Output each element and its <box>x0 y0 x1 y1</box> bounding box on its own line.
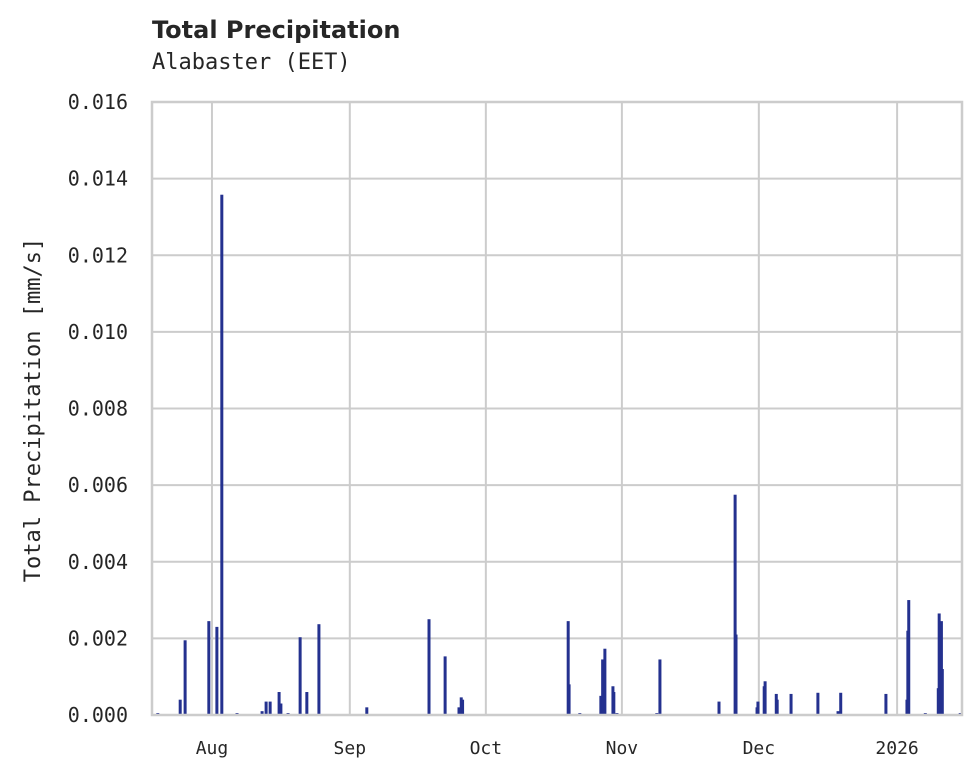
precipitation-bar <box>457 707 461 715</box>
y-tick-label: 0.008 <box>68 397 128 421</box>
x-tick-label: Dec <box>743 738 776 759</box>
precipitation-bar <box>427 619 431 715</box>
precipitation-bar <box>907 600 911 715</box>
precipitation-bar <box>612 692 616 715</box>
y-tick-label: 0.004 <box>68 550 128 574</box>
x-tick-label: Sep <box>334 738 367 759</box>
precipitation-bar <box>220 194 224 715</box>
precipitation-bar <box>756 701 760 715</box>
x-tick-label: 2026 <box>875 738 918 759</box>
precipitation-bar <box>816 692 820 715</box>
precipitation-bar <box>603 648 607 715</box>
precipitation-bar <box>839 692 843 715</box>
precipitation-bar <box>260 711 264 715</box>
precipitation-bar <box>183 640 187 715</box>
precipitation-bar <box>264 701 268 715</box>
precipitation-bar <box>763 681 767 715</box>
precipitation-bar <box>365 707 369 715</box>
x-tick-label: Nov <box>606 738 639 759</box>
plot-frame <box>150 100 964 717</box>
x-tick-label: Aug <box>196 738 229 759</box>
precipitation-bar <box>939 621 943 715</box>
precipitation-bar <box>940 669 944 715</box>
y-tick-label: 0.016 <box>68 90 128 114</box>
x-axis-ticks: Aug Sep Oct Nov Dec 2026 <box>196 738 919 759</box>
y-tick-label: 0.014 <box>68 167 128 191</box>
precipitation-bar <box>268 701 272 715</box>
precipitation-bar <box>178 699 182 715</box>
chart-subtitle: Alabaster (EET) <box>152 50 351 75</box>
y-tick-label: 0.000 <box>68 703 128 727</box>
y-tick-label: 0.012 <box>68 243 128 267</box>
y-tick-label: 0.002 <box>68 626 128 650</box>
precipitation-bar <box>717 701 721 715</box>
precipitation-bar <box>277 692 281 715</box>
precipitation-bar <box>937 613 941 715</box>
precipitation-bar <box>733 494 737 715</box>
y-tick-label: 0.010 <box>68 320 128 344</box>
gridlines <box>152 101 962 716</box>
y-tick-label: 0.006 <box>68 473 128 497</box>
y-axis-ticks: 0.000 0.002 0.004 0.006 0.008 0.010 0.012 0.014… <box>68 90 128 727</box>
y-axis-label: Total Precipitation [mm/s] <box>21 238 46 582</box>
precipitation-bar <box>884 693 888 715</box>
precipitation-bar <box>207 621 211 715</box>
precipitation-bar <box>279 703 283 715</box>
precipitation-bar <box>215 626 219 715</box>
precipitation-bar <box>599 695 603 715</box>
precipitation-bar <box>305 692 309 715</box>
precipitation-bar <box>461 699 465 715</box>
precipitation-bar <box>601 659 605 715</box>
precipitation-bar <box>566 621 570 715</box>
chart-title: Total Precipitation <box>152 16 401 44</box>
precipitation-bar <box>836 711 840 715</box>
precipitation-bar <box>567 684 571 715</box>
precipitation-bar <box>789 693 793 715</box>
precipitation-bar <box>443 656 447 715</box>
precipitation-bar <box>775 699 779 715</box>
precipitation-bars <box>156 194 962 715</box>
x-tick-label: Oct <box>470 738 503 759</box>
precipitation-bar <box>734 634 738 715</box>
precipitation-bar <box>317 624 321 715</box>
precipitation-bar <box>298 637 302 715</box>
precipitation-bar <box>658 659 662 715</box>
